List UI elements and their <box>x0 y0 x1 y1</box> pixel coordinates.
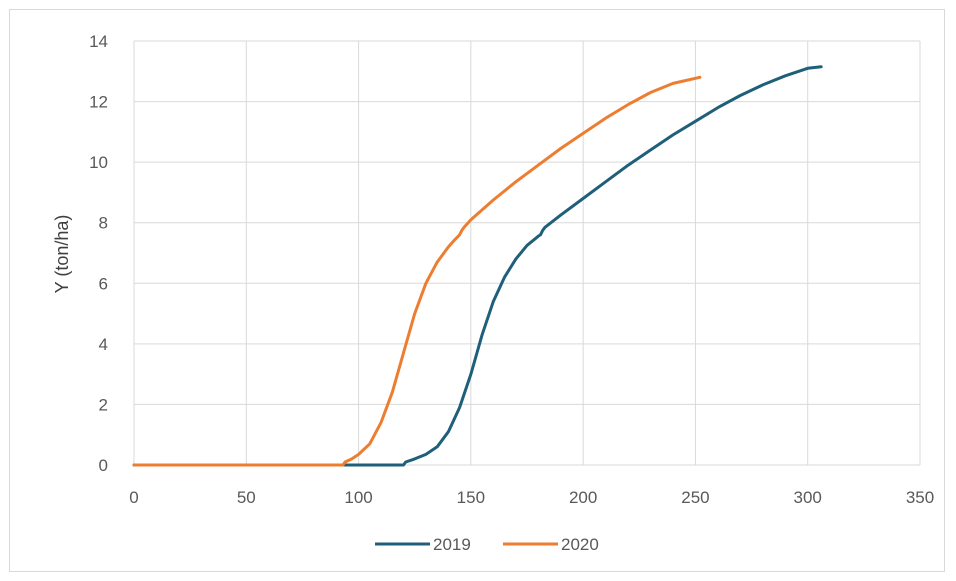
y-axis-title: Y (ton/ha) <box>52 215 72 294</box>
x-tick-label: 300 <box>794 488 822 507</box>
x-tick-label: 150 <box>457 488 485 507</box>
x-tick-label: 200 <box>569 488 597 507</box>
y-tick-label: 8 <box>99 214 108 233</box>
chart-frame <box>9 9 945 572</box>
x-tick-label: 0 <box>129 488 138 507</box>
grid-lines <box>133 40 921 466</box>
x-tick-label: 250 <box>681 488 709 507</box>
tick-labels: 0 2 4 6 8 10 12 14 0 50 100 150 200 250 300 350 <box>89 32 934 507</box>
x-tick-label: 100 <box>344 488 372 507</box>
y-tick-label: 6 <box>99 274 108 293</box>
x-tick-label: 50 <box>237 488 256 507</box>
y-tick-label: 12 <box>89 93 108 112</box>
x-tick-label: 350 <box>906 488 934 507</box>
y-tick-label: 2 <box>99 395 108 414</box>
legend-label-2019: 2019 <box>433 535 471 554</box>
y-tick-label: 4 <box>99 335 108 354</box>
series-line-2019 <box>132 65 823 467</box>
legend: 2019 2020 <box>375 535 599 554</box>
legend-label-2020: 2020 <box>561 535 599 554</box>
series-lines <box>132 65 823 467</box>
series-line-2020 <box>132 75 702 467</box>
y-tick-label: 14 <box>89 32 108 51</box>
y-tick-label: 0 <box>99 456 108 475</box>
y-tick-label: 10 <box>89 153 108 172</box>
